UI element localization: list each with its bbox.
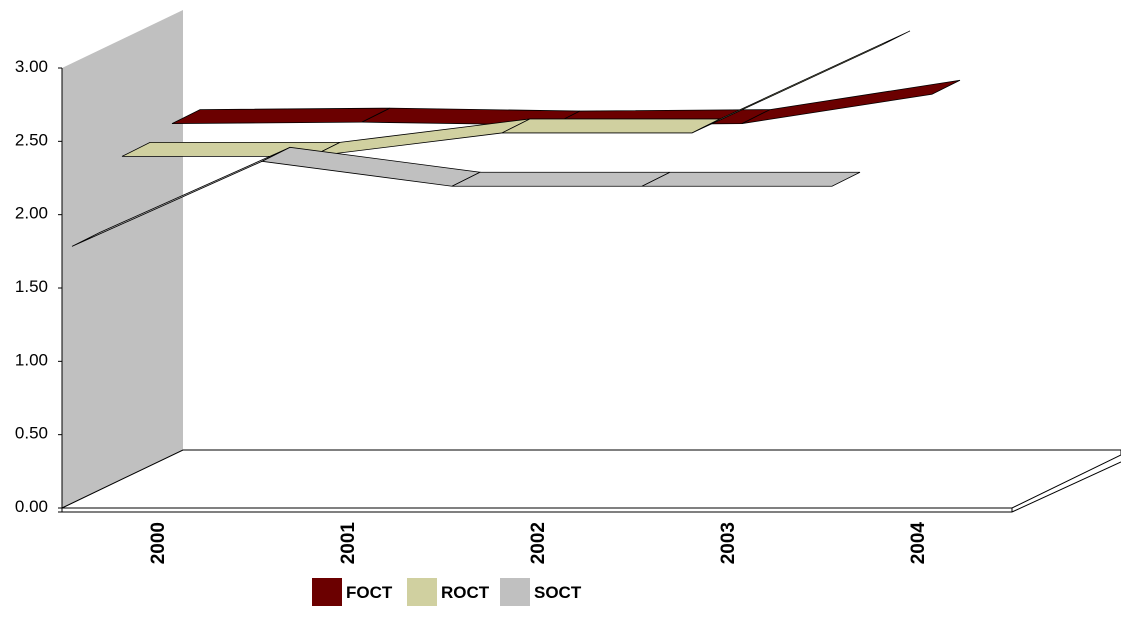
x-tick-label: 2001: [338, 522, 359, 565]
legend-label-soct: SOCT: [534, 583, 582, 602]
legend-swatch-soct: [500, 578, 530, 606]
x-tick-label: 2002: [528, 522, 549, 564]
x-tick-label: 2000: [148, 522, 169, 564]
chart-floor: [61, 449, 1121, 513]
legend-swatch-foct: [312, 578, 342, 606]
series-soct: [71, 146, 861, 247]
y-tick-label: 0.50: [15, 424, 48, 443]
y-tick-label: 1.50: [15, 277, 48, 296]
series-segment: [691, 30, 911, 134]
chart-side-wall: [62, 10, 183, 508]
legend-swatch-roct: [407, 578, 437, 606]
series-segment: [451, 171, 671, 187]
series-segment: [311, 118, 531, 157]
y-tick-labels: 0.00 0.50 1.00 1.50 2.00 2.50 3.00: [15, 57, 62, 516]
series-segment: [641, 171, 861, 187]
y-tick-label: 1.00: [15, 350, 48, 369]
y-tick-label: 2.00: [15, 204, 48, 223]
series-segment: [260, 146, 482, 187]
x-tick-label: 2004: [908, 522, 929, 565]
series-segment: [171, 107, 391, 124]
series-segment: [741, 79, 961, 124]
y-tick-label: 3.00: [15, 57, 48, 76]
y-tick-label: 0.00: [15, 497, 48, 516]
legend: FOCT ROCT SOCT: [312, 578, 582, 606]
series-foct: [171, 79, 961, 126]
legend-label-foct: FOCT: [346, 583, 393, 602]
legend-label-roct: ROCT: [441, 583, 490, 602]
x-tick-label: 2003: [718, 522, 739, 564]
series-segment: [501, 118, 721, 134]
series-layer: [71, 30, 961, 247]
series-roct: [121, 30, 911, 157]
x-tick-labels: 2000 2001 2002 2003 2004: [148, 522, 929, 565]
y-tick-label: 2.50: [15, 130, 48, 149]
